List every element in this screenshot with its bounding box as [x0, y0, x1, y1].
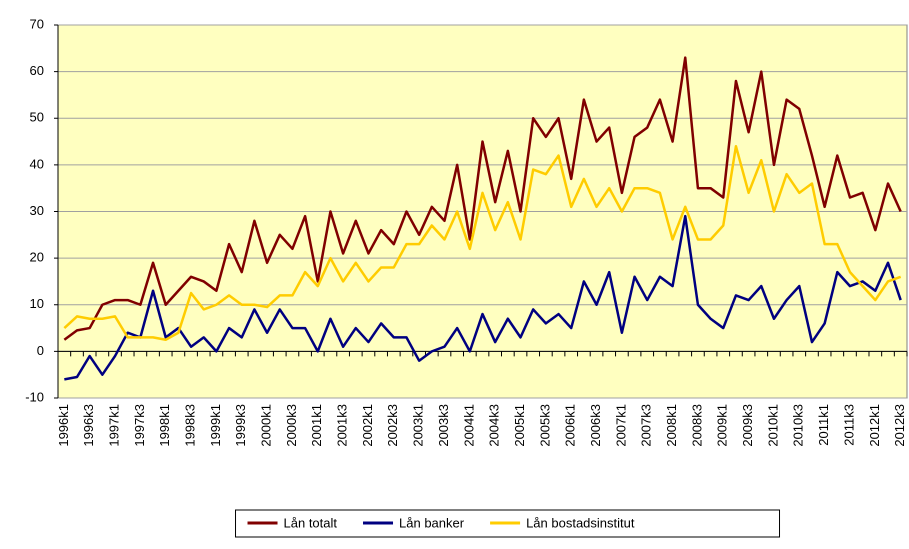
x-tick-label: 1998k1 [157, 404, 172, 447]
y-tick-label: 30 [30, 203, 44, 218]
x-tick-label: 2010k3 [791, 404, 806, 447]
x-tick-label: 2004k1 [461, 404, 476, 447]
y-tick-label: 70 [30, 16, 44, 31]
x-tick-label: 2012k3 [892, 404, 907, 447]
x-tick-label: 2006k3 [588, 404, 603, 447]
x-tick-label: 2000k3 [284, 404, 299, 447]
series-line [63, 56, 902, 341]
x-tick-label: 2002k3 [385, 404, 400, 447]
legend-label: Lån banker [399, 515, 465, 530]
x-tick-label: 2001k1 [309, 404, 324, 447]
series-line [64, 214, 902, 381]
x-tick-label: 1998k3 [182, 404, 197, 447]
x-tick-label: 2008k1 [664, 404, 679, 447]
x-tick-label: 2000k1 [259, 404, 274, 447]
x-tick-label: 2003k3 [436, 404, 451, 447]
y-tick-label: 40 [30, 156, 44, 171]
series-line [63, 144, 902, 341]
x-tick-label: 2009k3 [740, 404, 755, 447]
x-tick-label: 2007k1 [613, 404, 628, 447]
x-tick-label: 2002k1 [360, 404, 375, 447]
x-tick-label: 2005k1 [512, 404, 527, 447]
x-tick-label: 2007k3 [639, 404, 654, 447]
legend-label: Lån totalt [284, 515, 338, 530]
x-tick-label: 2005k3 [537, 404, 552, 447]
x-tick-label: 1999k1 [208, 404, 223, 447]
x-tick-label: 2008k3 [689, 404, 704, 447]
x-tick-label: 1996k1 [56, 404, 71, 447]
x-tick-label: 1997k1 [106, 404, 121, 447]
legend-label: Lån bostadsinstitut [526, 515, 635, 530]
x-tick-label: 1997k3 [132, 404, 147, 447]
y-tick-label: 10 [30, 296, 44, 311]
x-tick-label: 2004k3 [487, 404, 502, 447]
y-tick-label: 0 [37, 343, 44, 358]
legend: Lån totalt Lån banker Lån bostadsinstitut [235, 509, 781, 538]
x-tick-label: 1999k3 [233, 404, 248, 447]
y-tick-label: 20 [30, 250, 44, 265]
x-tick-label: 2001k3 [335, 404, 350, 447]
x-tick-label: 2003k1 [411, 404, 426, 447]
y-tick-label: 50 [30, 110, 44, 125]
x-tick-label: 2011k3 [841, 404, 856, 446]
x-tick-label: 2006k1 [563, 404, 578, 447]
x-tick-label: 2011k1 [816, 404, 831, 446]
x-tick-label: 1996k3 [81, 404, 96, 447]
x-tick-label: 2009k1 [715, 404, 730, 447]
y-tick-label: -10 [25, 389, 44, 404]
y-tick-label: 60 [30, 63, 44, 78]
x-tick-label: 2012k1 [867, 404, 882, 447]
x-tick-label: 2010k1 [765, 404, 780, 447]
